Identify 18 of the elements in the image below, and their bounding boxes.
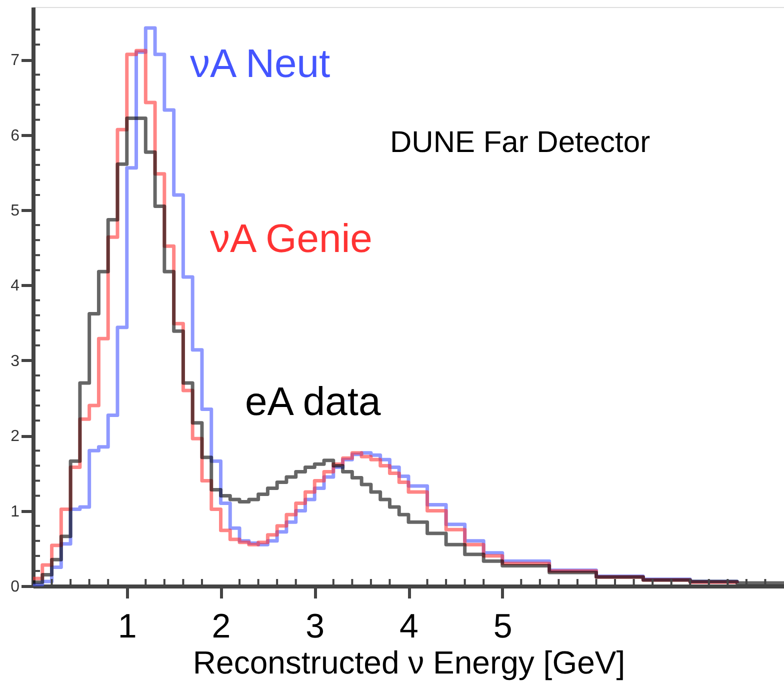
series-label: νA Neut — [190, 42, 330, 86]
y-tick-label: 3 — [10, 352, 20, 370]
x-tick-label: 1 — [118, 608, 137, 646]
y-tick-label: 2 — [10, 428, 20, 446]
y-tick-label: 4 — [10, 278, 20, 295]
y-tick-label: 5 — [10, 202, 20, 220]
x-axis-title: Reconstructed ν Energy [GeV] — [192, 644, 626, 680]
x-tick-label: 2 — [212, 608, 231, 646]
x-tick-label: 3 — [306, 608, 325, 646]
y-tick-label: 1 — [10, 503, 20, 520]
series-label: eA data — [245, 380, 382, 424]
series-label: νA Genie — [210, 217, 372, 261]
y-tick-label: 0 — [10, 578, 20, 596]
x-tick-label: 4 — [400, 608, 418, 646]
y-tick-label: 6 — [10, 127, 20, 144]
x-tick-label: 5 — [493, 608, 512, 646]
annotation: DUNE Far Detector — [390, 126, 650, 159]
y-tick-label: 7 — [10, 52, 20, 70]
